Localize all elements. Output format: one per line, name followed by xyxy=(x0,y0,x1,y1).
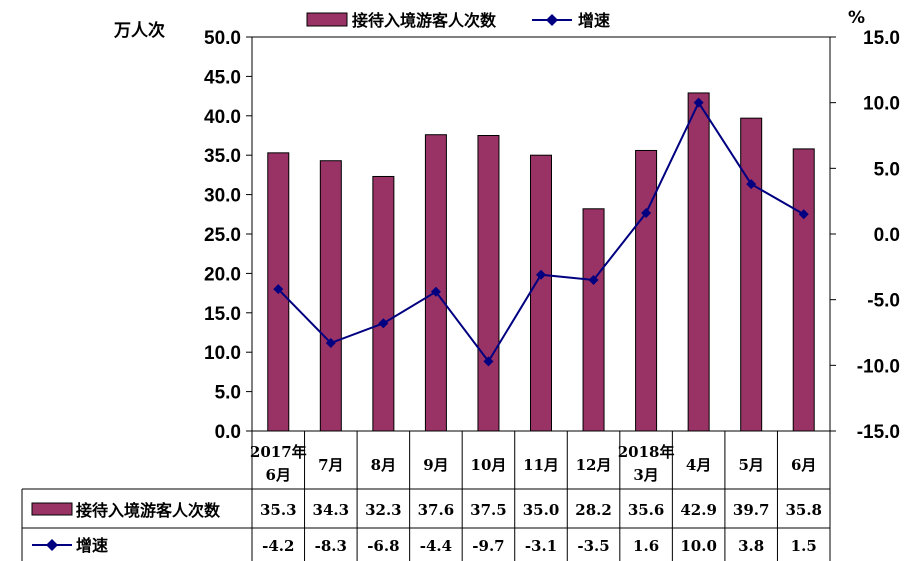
bar xyxy=(740,117,763,432)
left-tick-label: 50.0 xyxy=(204,28,241,49)
legend-bar-label: 接待入境游客人次数 xyxy=(352,11,497,30)
bar xyxy=(477,135,500,432)
table-bar-series-name: 接待入境游客人次数 xyxy=(76,501,221,520)
left-tick-label: 5.0 xyxy=(215,383,241,404)
table-cell-visitors: 35.6 xyxy=(628,501,665,519)
category-label: 6月 xyxy=(791,456,816,474)
right-tick-label: 15.0 xyxy=(863,28,900,49)
category-label: 4月 xyxy=(686,456,711,474)
table-cell-visitors: 28.2 xyxy=(575,501,612,519)
right-axis: -15.0 -10.0 -5.0 0.0 5.0 10.0 15.0 xyxy=(830,28,900,443)
left-tick-label: 40.0 xyxy=(204,107,241,128)
line-point xyxy=(588,274,599,285)
table-cell-visitors: 35.8 xyxy=(785,501,822,519)
table-cell-growth: 10.0 xyxy=(680,537,717,555)
line-point xyxy=(325,338,336,349)
line-point xyxy=(483,356,494,367)
left-tick-label: 35.0 xyxy=(204,146,241,167)
table-cell-growth: -8.3 xyxy=(315,537,347,555)
category-label: 3月 xyxy=(633,466,658,484)
left-axis: 0.0 5.0 10.0 15.0 20.0 25.0 30.0 35.0 40.0 45.0 50… xyxy=(204,28,252,443)
category-label: 10月 xyxy=(471,456,507,474)
table-cell-visitors: 42.9 xyxy=(680,501,717,519)
category-label: 11月 xyxy=(523,456,559,474)
right-tick-label: 0.0 xyxy=(874,225,900,246)
right-tick-label: 5.0 xyxy=(874,159,900,180)
table-cell-visitors: 35.0 xyxy=(523,501,560,519)
right-tick-label: 10.0 xyxy=(863,94,900,115)
table-bar-key xyxy=(31,502,73,516)
table-cell-visitors: 35.3 xyxy=(260,501,297,519)
chart-legend: 接待入境游客人次数 增速 xyxy=(306,11,610,30)
bar xyxy=(582,208,605,432)
table-line-series-name: 增速 xyxy=(76,536,108,555)
left-tick-label: 0.0 xyxy=(215,422,241,443)
table-cell-growth: -3.1 xyxy=(525,537,557,555)
table-cell-growth: 3.8 xyxy=(738,537,764,555)
table-line-key-marker xyxy=(46,539,58,551)
left-tick-label: 20.0 xyxy=(204,264,241,285)
legend-line-label: 增速 xyxy=(578,11,610,30)
line-series xyxy=(273,97,809,367)
category-label: 2017年 xyxy=(250,443,307,461)
table-cell-growth: -4.4 xyxy=(420,537,452,555)
bar xyxy=(792,148,815,432)
line-point xyxy=(536,269,546,280)
right-tick-label: -15.0 xyxy=(857,422,900,443)
bar xyxy=(319,160,342,432)
category-label: 12月 xyxy=(576,456,612,474)
line-point xyxy=(693,97,704,108)
line-point xyxy=(378,318,389,329)
right-axis-unit: % xyxy=(848,8,865,28)
right-tick-label: -10.0 xyxy=(857,356,900,377)
left-tick-label: 15.0 xyxy=(204,304,241,325)
legend-line-marker xyxy=(546,14,558,26)
table-cell-visitors: 37.5 xyxy=(470,501,507,519)
bar xyxy=(424,134,447,432)
line-point xyxy=(798,209,809,220)
table-cell-growth: -4.2 xyxy=(262,537,294,555)
table-cell-visitors: 39.7 xyxy=(733,501,770,519)
table-cell-growth: -9.7 xyxy=(472,537,504,555)
table-cell-growth: -6.8 xyxy=(367,537,399,555)
left-axis-unit: 万人次 xyxy=(113,20,165,41)
line-point xyxy=(641,207,652,218)
left-tick-label: 30.0 xyxy=(204,186,241,207)
category-label: 7月 xyxy=(318,456,343,474)
line-point xyxy=(746,179,757,190)
bar xyxy=(687,92,710,432)
table-cell-visitors: 32.3 xyxy=(365,501,402,519)
category-label: 6月 xyxy=(266,466,291,484)
line-point xyxy=(430,286,441,297)
line-point xyxy=(273,284,284,295)
category-label: 5月 xyxy=(738,456,763,474)
table-cell-visitors: 37.6 xyxy=(418,501,455,519)
bar xyxy=(530,154,552,432)
table-cell-growth: 1.5 xyxy=(791,537,817,555)
right-tick-label: -5.0 xyxy=(867,291,900,312)
data-table: 2017年 6月 7月 8月 9月 10月 11月 12月 2018年 3月 4月 5月 6月接待入境游… xyxy=(21,431,831,561)
bar xyxy=(635,149,658,432)
category-label: 9月 xyxy=(423,456,448,474)
left-tick-label: 25.0 xyxy=(204,225,241,246)
table-cell-visitors: 34.3 xyxy=(313,501,350,519)
table-cell-growth: -3.5 xyxy=(577,537,609,555)
category-label: 2018年 xyxy=(618,443,675,461)
legend-bar-swatch xyxy=(306,12,348,27)
left-tick-label: 45.0 xyxy=(204,67,241,88)
category-label: 8月 xyxy=(371,456,396,474)
left-tick-label: 10.0 xyxy=(204,343,241,364)
table-cell-growth: 1.6 xyxy=(633,537,659,555)
bar xyxy=(372,175,395,432)
